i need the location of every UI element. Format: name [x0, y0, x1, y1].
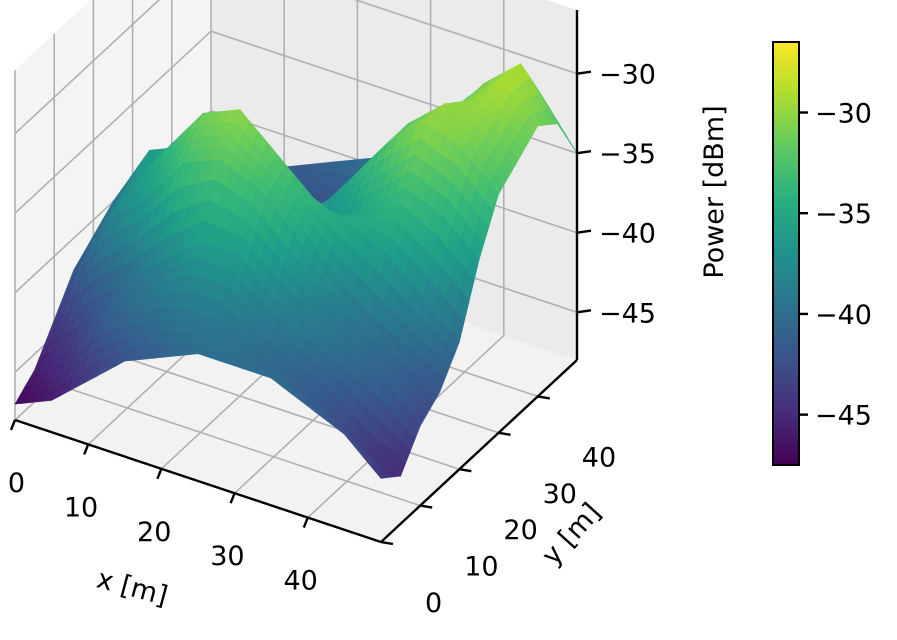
- grid-line-z-side: [14, 30, 212, 214]
- x-tick: [229, 492, 236, 504]
- x-tick-label: 10: [64, 492, 98, 523]
- x-tick: [156, 468, 163, 480]
- x-tick-label: 30: [210, 541, 244, 572]
- x-tick: [9, 419, 17, 431]
- colorbar-tick-label: −45: [815, 401, 872, 432]
- z-tick-label: −40: [599, 219, 656, 250]
- surface-mesh: [14, 63, 578, 479]
- y-tick-label: 40: [582, 442, 616, 473]
- y-tick: [537, 395, 550, 400]
- z-tick: [576, 229, 592, 234]
- z-tick-label: −35: [599, 139, 656, 170]
- grid-line-z-side: [14, 0, 161, 135]
- z-tick: [576, 149, 592, 155]
- y-tick: [498, 431, 511, 436]
- surface-patch: [371, 467, 387, 479]
- y-tick-label: 0: [425, 588, 442, 619]
- x-tick: [83, 443, 90, 455]
- y-tick-label: 20: [503, 515, 537, 546]
- y-axis-line: [380, 359, 578, 543]
- y-tick: [420, 504, 433, 509]
- x-tick-label: 0: [8, 468, 25, 499]
- colorbar-ticks: −45 −40 −35 −30: [799, 99, 872, 432]
- x-axis-line: [14, 418, 382, 544]
- y-tick: [380, 540, 394, 546]
- colorbar-tick-label: −35: [815, 199, 872, 230]
- z-tick: [576, 70, 592, 75]
- z-axis-label: Power [dBm]: [699, 105, 730, 278]
- x-axis-label: x [m]: [93, 564, 171, 613]
- z-tick: [576, 309, 592, 314]
- y-tick-label: 10: [464, 552, 498, 583]
- y-tick: [459, 468, 472, 473]
- colorbar-tick-label: −40: [815, 300, 872, 331]
- colorbar-tick-label: −30: [815, 99, 872, 130]
- x-tick: [302, 517, 309, 529]
- colorbar: [772, 41, 800, 466]
- axes-lines: [14, 10, 579, 544]
- x-tick-label: 40: [283, 566, 317, 597]
- z-tick-label: −30: [599, 60, 656, 91]
- y-tick-label: 30: [543, 479, 577, 510]
- grid-line-z-back: [353, 0, 578, 75]
- z-tick-label: −45: [599, 298, 656, 329]
- grid-line-y-floor: [53, 382, 421, 507]
- x-tick-label: 20: [137, 517, 171, 548]
